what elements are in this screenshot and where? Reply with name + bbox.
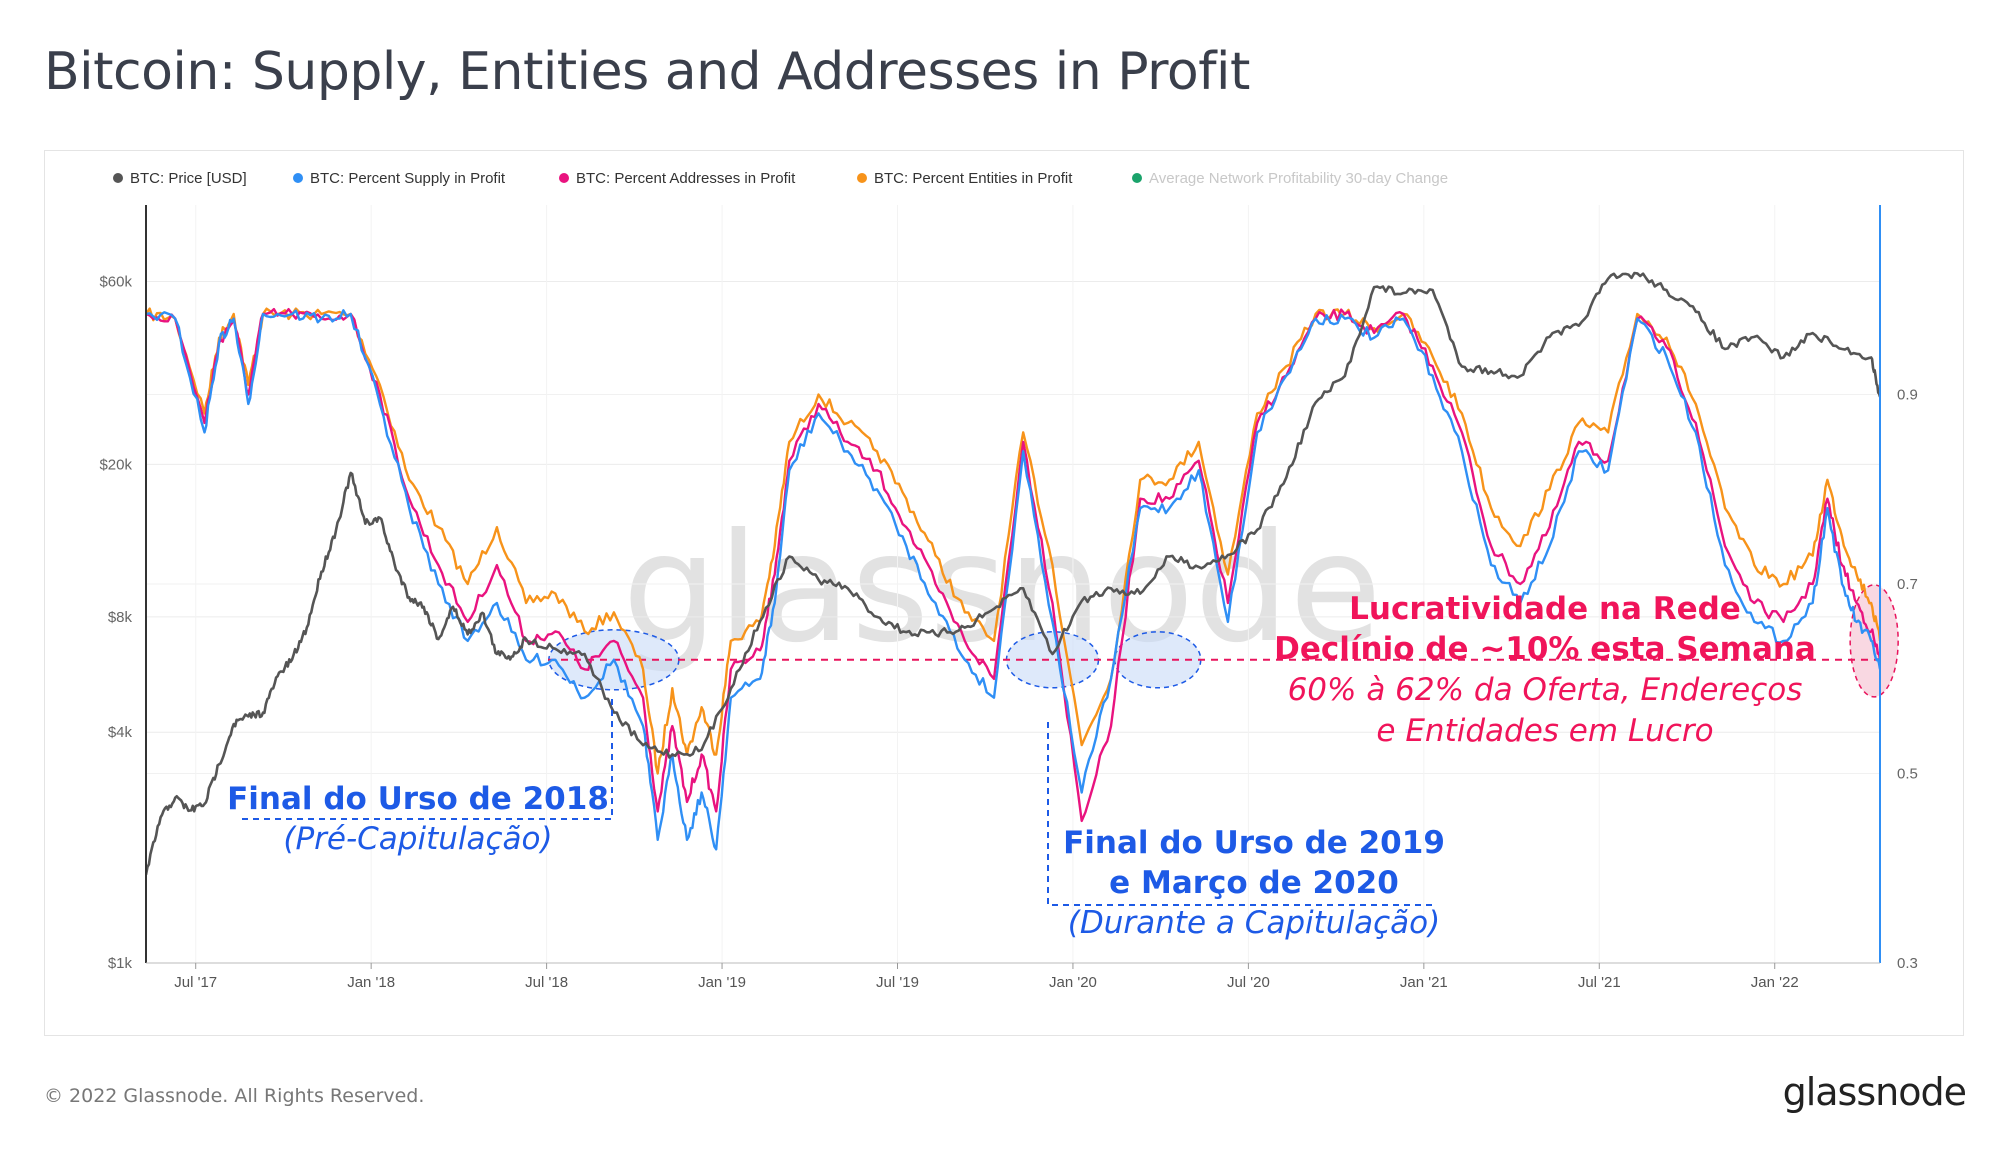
- legend-label-4: Average Network Profitability 30-day Cha…: [1149, 170, 1448, 187]
- x-tick-label-4: Jul '19: [876, 974, 919, 991]
- legend-label-3: BTC: Percent Entities in Profit: [874, 170, 1073, 187]
- y-right-tick-label-1: 0.5: [1897, 766, 1918, 783]
- legend: BTC: Price [USD] BTC: Percent Supply in P…: [113, 170, 1448, 187]
- y-left-tick-label-0: $1k: [108, 955, 133, 972]
- bear-2018-subtitle: (Pré-Capitulação): [283, 821, 552, 857]
- y-left-tick-label-4: $60k: [99, 273, 132, 290]
- y-right-tick-label-2: 0.7: [1897, 576, 1918, 593]
- legend-label-2: BTC: Percent Addresses in Profit: [576, 170, 796, 187]
- legend-swatch-0: [113, 173, 123, 183]
- bear-2019-subtitle: (Durante a Capitulação): [1068, 905, 1440, 941]
- bear-2019-connector: [1047, 722, 1436, 906]
- legend-swatch-3: [857, 173, 867, 183]
- annotation-network: Lucratividade na Rede Declínio de ~10% e…: [1274, 591, 1816, 749]
- network-line1: Lucratividade na Rede: [1349, 591, 1741, 627]
- network-line2: Declínio de ~10% esta Semana: [1274, 631, 1816, 667]
- legend-label-1: BTC: Percent Supply in Profit: [310, 170, 506, 187]
- bear-2018-connector: [242, 698, 613, 820]
- annotation-connectors: [242, 698, 1436, 906]
- series-line-1: [146, 309, 1880, 851]
- y-left-tick-label-2: $8k: [108, 609, 133, 626]
- legend-label-0: BTC: Price [USD]: [130, 170, 247, 187]
- y-left-tick-label-1: $4k: [108, 724, 133, 741]
- footer-copyright: © 2022 Glassnode. All Rights Reserved.: [44, 1085, 425, 1107]
- x-tick-label-5: Jan '20: [1049, 974, 1097, 991]
- y-right-tick-label-3: 0.9: [1897, 387, 1918, 404]
- glassnode-logo: glassnode: [1782, 1070, 1967, 1114]
- x-tick-label-3: Jan '19: [698, 974, 746, 991]
- y-right-ticks: 0.3 0.5 0.7 0.9: [1897, 387, 1918, 973]
- series-layer: [146, 271, 1880, 875]
- legend-swatch-4: [1132, 173, 1142, 183]
- network-line4: e Entidades em Lucro: [1376, 713, 1713, 749]
- x-tick-label-0: Jul '17: [174, 974, 217, 991]
- x-ticks: Jul '17 Jan '18 Jul '18 Jan '19 Jul '19 Jan '…: [174, 963, 1799, 991]
- x-tick-label-7: Jan '21: [1400, 974, 1448, 991]
- network-line3: 60% à 62% da Oferta, Endereços: [1288, 672, 1803, 708]
- bear-2019-title-line2: e Março de 2020: [1109, 865, 1399, 901]
- x-tick-label-1: Jan '18: [347, 974, 395, 991]
- chart-frame: [44, 150, 1964, 1036]
- x-tick-label-8: Jul '21: [1578, 974, 1621, 991]
- x-tick-label-9: Jan '22: [1751, 974, 1799, 991]
- bear-2018-title: Final do Urso de 2018: [227, 781, 609, 817]
- annotation-bear-2019: Final do Urso de 2019 e Março de 2020 (D…: [1063, 825, 1445, 941]
- page-title: Bitcoin: Supply, Entities and Addresses …: [44, 42, 1250, 102]
- bear-2019-title-line1: Final do Urso de 2019: [1063, 825, 1445, 861]
- annotation-bear-2018: Final do Urso de 2018 (Pré-Capitulação): [227, 781, 609, 857]
- legend-swatch-2: [559, 173, 569, 183]
- series-line-0: [146, 271, 1880, 875]
- x-tick-label-6: Jul '20: [1227, 974, 1270, 991]
- x-tick-label-2: Jul '18: [525, 974, 568, 991]
- series-line-3: [146, 307, 1880, 775]
- legend-swatch-1: [293, 173, 303, 183]
- y-left-tick-label-3: $20k: [99, 456, 132, 473]
- y-left-ticks: $1k $4k $8k $20k $60k: [99, 273, 132, 972]
- y-right-tick-label-0: 0.3: [1897, 955, 1918, 972]
